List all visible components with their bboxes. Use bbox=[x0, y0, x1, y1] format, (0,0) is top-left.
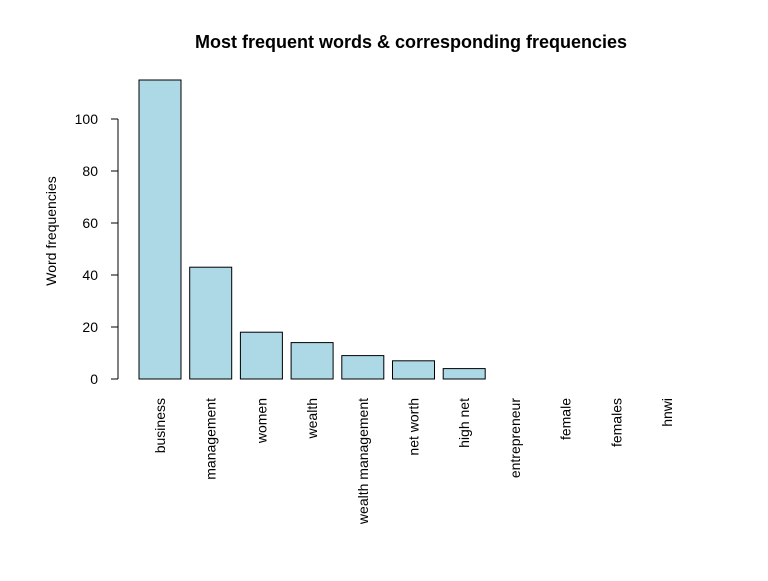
y-tick-label: 80 bbox=[82, 163, 98, 179]
y-tick-label: 20 bbox=[82, 319, 98, 335]
bar-wealth bbox=[290, 342, 334, 380]
y-tick-label: 40 bbox=[82, 267, 98, 283]
y-axis-title: Word frequencies bbox=[43, 176, 59, 285]
chart-title: Most frequent words & corresponding freq… bbox=[195, 32, 627, 52]
y-tick-label: 0 bbox=[90, 371, 98, 387]
x-tick-label: management bbox=[203, 398, 219, 480]
x-tick-label: hnwi bbox=[659, 398, 675, 427]
x-tick-label: net worth bbox=[406, 398, 422, 456]
y-tick-label: 60 bbox=[82, 215, 98, 231]
bar-net-worth bbox=[392, 360, 435, 380]
bar-business bbox=[138, 79, 182, 380]
x-tick-label: high net bbox=[456, 398, 472, 448]
bar-high-net bbox=[442, 368, 486, 380]
y-axis: 0 20 40 60 80 100 bbox=[75, 111, 119, 387]
x-tick-label: entrepreneur bbox=[507, 398, 523, 479]
x-tick-label: wealth management bbox=[355, 398, 371, 525]
bar-wealth-management bbox=[341, 355, 385, 380]
x-tick-label: females bbox=[608, 398, 624, 447]
x-axis-labels: business management women wealth wealth mana… bbox=[152, 398, 675, 525]
x-tick-label: business bbox=[152, 398, 168, 453]
y-tick-label: 100 bbox=[75, 111, 99, 127]
x-tick-label: female bbox=[558, 398, 574, 440]
bar-women bbox=[239, 331, 283, 380]
x-tick-label: wealth bbox=[304, 398, 320, 439]
bars-layer bbox=[138, 79, 486, 380]
x-tick-label: women bbox=[253, 398, 269, 444]
bar-management bbox=[189, 266, 233, 380]
